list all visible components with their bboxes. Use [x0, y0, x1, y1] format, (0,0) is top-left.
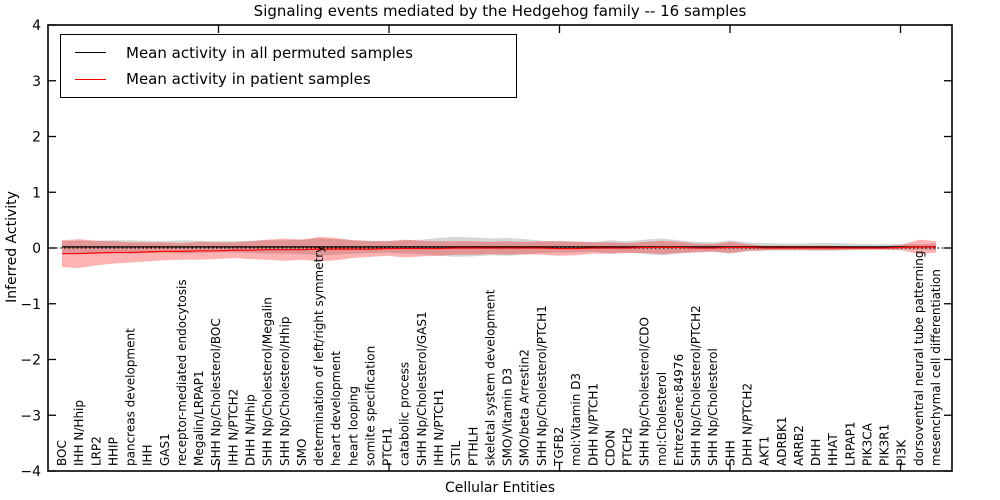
- patient-mean-line-swatch: [75, 78, 106, 80]
- entity-label: SHH Np/Cholesterol/Hhip: [278, 317, 292, 466]
- entity-label: CDON: [603, 430, 617, 466]
- patient-std-band: [62, 236, 936, 269]
- legend-label-patient: Mean activity in patient samples: [126, 70, 371, 89]
- entity-label: DHH N/PTCH2: [740, 383, 754, 466]
- entity-label: heart looping: [346, 386, 360, 466]
- chart-title: Signaling events mediated by the Hedgeho…: [253, 2, 747, 20]
- entity-label: PIK3CA: [860, 422, 874, 466]
- entity-label: EntrezGene:84976: [672, 354, 686, 466]
- y-axis-label: Inferred Activity: [4, 191, 20, 303]
- entity-label: SHH Np/Cholesterol: [706, 348, 720, 466]
- entity-label: skeletal system development: [483, 289, 497, 466]
- permuted-mean-line-swatch: [75, 52, 106, 54]
- entity-label: SMO/beta Arrestin2: [518, 349, 532, 466]
- patient-mean-line: [62, 246, 936, 255]
- entity-label: SHH Np/Cholesterol/GAS1: [415, 311, 429, 466]
- entity-label: DHH N/Hhip: [244, 394, 258, 466]
- entity-label: determination of left/right symmetry: [312, 246, 326, 466]
- entity-label: LRPAP1: [843, 421, 857, 466]
- entity-label: AKT1: [758, 436, 772, 466]
- legend-label-permuted: Mean activity in all permuted samples: [126, 43, 413, 62]
- y-tick-label: −3: [20, 408, 41, 424]
- entity-label: SHH Np/Cholesterol/PTCH2: [689, 305, 703, 466]
- entity-label: LRP2: [89, 436, 103, 466]
- legend-item-permuted: Mean activity in all permuted samples: [61, 44, 516, 62]
- y-tick-label: 4: [32, 18, 41, 34]
- entity-label: SMO/Vitamin D3: [501, 368, 515, 466]
- y-tick-label: 2: [32, 130, 41, 146]
- entity-label: PTCH2: [621, 427, 635, 466]
- entity-label: IHH N/Hhip: [72, 400, 86, 466]
- entity-label: ADRBK1: [775, 416, 789, 466]
- x-axis-label: Cellular Entities: [444, 480, 556, 496]
- entity-label: GAS1: [158, 433, 172, 466]
- entity-label: PTCH1: [381, 427, 395, 466]
- y-tick-label: 1: [32, 185, 41, 201]
- entity-label: HHIP: [106, 437, 120, 466]
- entity-label: HHAT: [826, 433, 840, 466]
- entity-label: SHH Np/Cholesterol/PTCH1: [535, 305, 549, 466]
- entity-label: SHH Np/Cholesterol/CDO: [638, 317, 652, 466]
- y-tick-label: 0: [32, 241, 41, 257]
- y-tick-label: −4: [20, 464, 41, 480]
- entity-label: Megalin/LRPAP1: [192, 370, 206, 466]
- entity-label: SHH Np/Cholesterol/Megalin: [261, 297, 275, 466]
- entity-label: heart development: [329, 351, 343, 466]
- legend-item-patient: Mean activity in patient samples: [61, 70, 516, 88]
- entity-label: SMO: [295, 439, 309, 466]
- y-tick-label: 3: [32, 74, 41, 90]
- entity-label: IHH: [141, 444, 155, 466]
- entity-label: PIK3R1: [878, 424, 892, 466]
- entity-label: somite specification: [363, 346, 377, 466]
- entity-label: SHH: [723, 440, 737, 466]
- axes-frame: [47, 24, 953, 472]
- entity-label: dorsoventral neural tube patterning: [912, 250, 926, 466]
- entity-label: catabolic process: [398, 362, 412, 466]
- y-tick-label: −1: [20, 297, 41, 313]
- entity-label: mol:Cholesterol: [655, 372, 669, 466]
- entity-label: PI3K: [895, 439, 909, 466]
- legend: Mean activity in all permuted samples Me…: [60, 34, 517, 98]
- entity-label: IHH N/PTCH2: [226, 389, 240, 466]
- entity-label: TGFB2: [552, 427, 566, 467]
- entity-label: SHH Np/Cholesterol/BOC: [209, 318, 223, 466]
- entity-label: ARRB2: [792, 425, 806, 466]
- entity-label: STIL: [449, 441, 463, 466]
- entity-label: BOC: [55, 440, 69, 466]
- entity-label: mol:Vitamin D3: [569, 373, 583, 466]
- entity-label: receptor-mediated endocytosis: [175, 279, 189, 466]
- entity-label: pancreas development: [124, 328, 138, 466]
- entity-label: DHH N/PTCH1: [586, 383, 600, 466]
- y-tick-label: −2: [20, 353, 41, 369]
- entity-label: mesenchymal cell differentiation: [929, 269, 943, 466]
- entity-label: IHH N/PTCH1: [432, 389, 446, 466]
- entity-label: PTHLH: [466, 427, 480, 466]
- entity-label: DHH: [809, 439, 823, 466]
